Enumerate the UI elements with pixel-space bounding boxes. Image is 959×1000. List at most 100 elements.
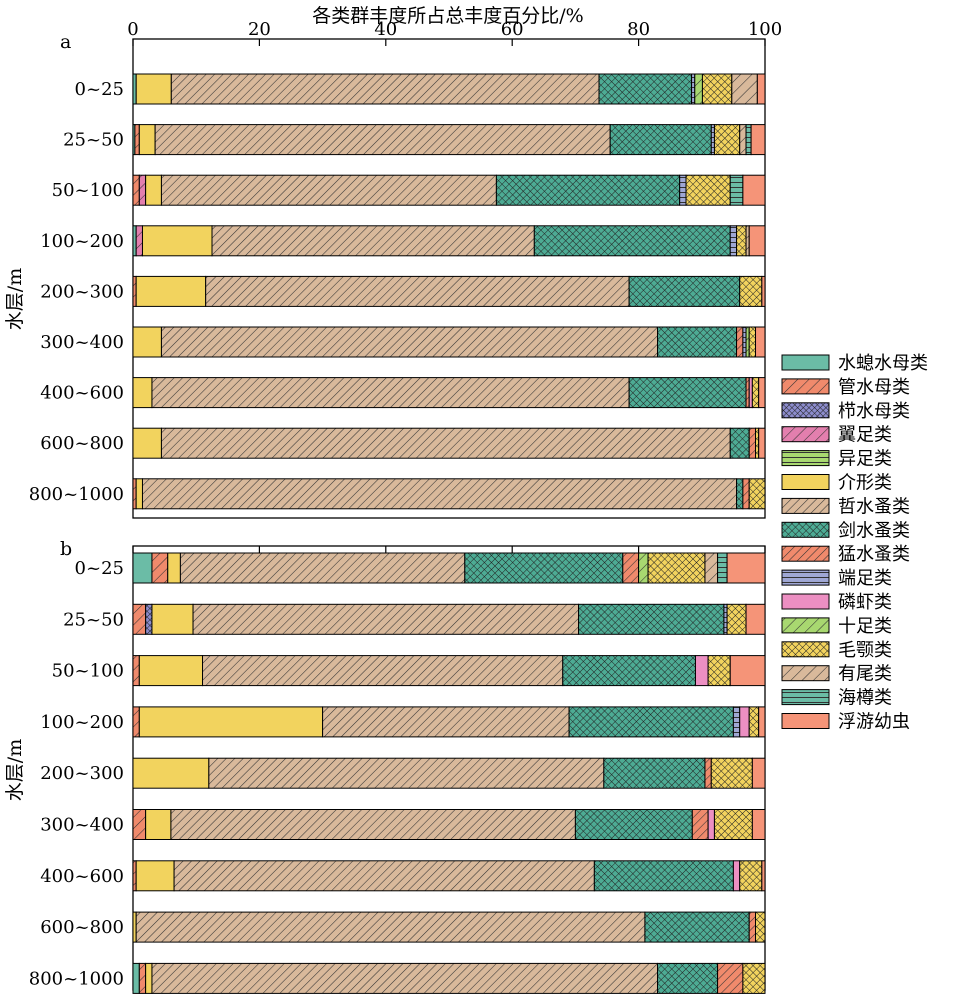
bar-segment [745, 603, 766, 635]
bar-segment [160, 174, 497, 206]
bar-segment [745, 124, 752, 156]
legend-label: 异足类 [838, 449, 892, 470]
x-tick-label: 40 [374, 19, 397, 40]
panel-label-a: a [60, 31, 71, 53]
legend-item: 猛水蚤类 [781, 544, 910, 565]
bar-segment [132, 962, 140, 994]
bar-row [132, 962, 766, 994]
bar-segment [736, 478, 744, 510]
legend-item: 十足类 [781, 616, 892, 637]
panel-label-b: b [60, 538, 72, 560]
bar-segment [717, 962, 744, 994]
legend-swatch [781, 474, 830, 490]
bar-row [132, 377, 766, 409]
bar-segment [593, 860, 734, 892]
bar-segment [751, 377, 760, 409]
bar-segment [739, 124, 747, 156]
bar-segment [145, 809, 172, 840]
y-tick-label: 50~100 [52, 180, 124, 201]
bar-segment [464, 552, 624, 584]
bar-segment [132, 326, 162, 358]
bar-segment [132, 552, 153, 584]
bar-segment [756, 73, 766, 105]
bar-segment [603, 757, 706, 789]
bar-segment [578, 603, 725, 635]
bar-segment [739, 275, 763, 307]
bar-segment [132, 174, 140, 206]
bar-segment [179, 552, 466, 584]
y-tick-label: 25~50 [63, 609, 124, 630]
y-tick-label: 600~800 [40, 433, 124, 454]
bar-segment [160, 427, 731, 459]
bar-segment [758, 706, 766, 738]
panel-b: 0~25 25~50 50~100 100~200 200~300 300~400 400~… [29, 545, 766, 994]
bar-row [132, 552, 766, 584]
legend-swatch [781, 713, 830, 729]
bar-segment [761, 860, 766, 892]
bar-segment [713, 809, 753, 840]
bar-segment [205, 275, 630, 307]
bar-row [132, 326, 766, 358]
bar-segment [748, 225, 766, 257]
legend-swatch [781, 378, 830, 395]
bar-segment [729, 225, 738, 257]
bar-segment [755, 326, 766, 358]
bar-segment [622, 552, 640, 584]
legend-label: 介形类 [838, 473, 892, 494]
bar-segment [141, 478, 738, 510]
bar-segment [134, 124, 140, 156]
x-tick-label: 80 [627, 19, 650, 40]
bar-row [132, 706, 766, 738]
legend-item: 端足类 [781, 568, 892, 589]
bar-segment [729, 174, 744, 206]
bar-row [132, 124, 766, 156]
bar-segment [644, 911, 750, 943]
bar-segment [748, 478, 766, 510]
bar-segment [691, 809, 709, 840]
bar-segment [202, 655, 564, 687]
bar-segment [135, 911, 646, 943]
legend-label: 水螅水母类 [838, 353, 928, 374]
bar-segment [170, 73, 600, 105]
y-tick-label: 300~400 [40, 332, 124, 353]
y-tick-label: 300~400 [40, 815, 124, 836]
legend-swatch [781, 689, 830, 706]
bar-segment [748, 427, 757, 459]
bar-segment [679, 174, 687, 206]
bar-segment [145, 603, 153, 635]
bar-segment [170, 809, 576, 840]
bar-segment [628, 377, 747, 409]
bar-segment [704, 552, 719, 584]
legend-item: 水螅水母类 [781, 353, 928, 374]
legend-swatch [781, 450, 830, 467]
bar-segment [748, 326, 757, 358]
legend-swatch [781, 593, 830, 610]
bar-row [132, 603, 766, 635]
bar-row [132, 757, 766, 789]
bar-segment [568, 706, 734, 738]
bar-segment [761, 275, 766, 307]
bar-segment [141, 225, 213, 257]
legend-item: 翼足类 [781, 425, 892, 446]
bar-segment [574, 809, 693, 840]
panel-a: 0 20 40 60 80 100 0~25 25~50 50~100 100~200 200~30… [29, 19, 782, 519]
bar-segment [729, 427, 750, 459]
y-tick-label: 800~1000 [29, 968, 124, 989]
y-tick-label: 0~25 [75, 558, 124, 579]
bar-segment [192, 603, 580, 635]
bar-segment [694, 655, 709, 687]
bar-segment [138, 962, 147, 994]
bar-segment [135, 275, 207, 307]
legend-label: 栉水母类 [838, 401, 910, 422]
bar-segment [135, 225, 143, 257]
bar-segment [707, 655, 731, 687]
legend-label: 剑水蚤类 [838, 520, 910, 541]
bar-segment [151, 377, 630, 409]
legend-label: 管水母类 [838, 377, 910, 398]
bar-segment [736, 225, 747, 257]
bar-segment [739, 860, 763, 892]
bar-segment [609, 124, 712, 156]
bar-segment [138, 124, 156, 156]
legend-swatch [781, 426, 830, 443]
